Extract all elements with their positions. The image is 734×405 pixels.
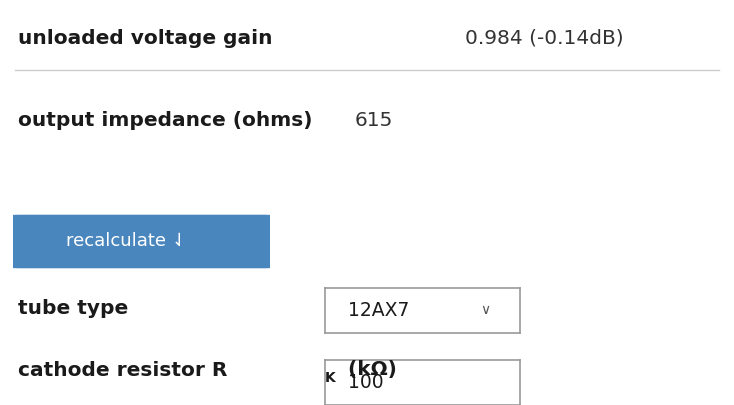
Text: 12AX7: 12AX7	[349, 301, 410, 320]
Text: K: K	[325, 371, 335, 385]
Text: 100: 100	[349, 373, 384, 392]
Text: unloaded voltage gain: unloaded voltage gain	[18, 28, 272, 47]
Text: 615: 615	[355, 111, 393, 130]
FancyBboxPatch shape	[5, 215, 277, 268]
Text: tube type: tube type	[18, 298, 128, 318]
Text: 0.984 (-0.14dB): 0.984 (-0.14dB)	[465, 28, 624, 47]
Text: recalculate ⇃: recalculate ⇃	[65, 232, 186, 251]
Text: ∨: ∨	[480, 303, 490, 318]
Text: (kΩ): (kΩ)	[341, 360, 397, 379]
Text: cathode resistor R: cathode resistor R	[18, 360, 228, 379]
Text: output impedance (ohms): output impedance (ohms)	[18, 111, 313, 130]
